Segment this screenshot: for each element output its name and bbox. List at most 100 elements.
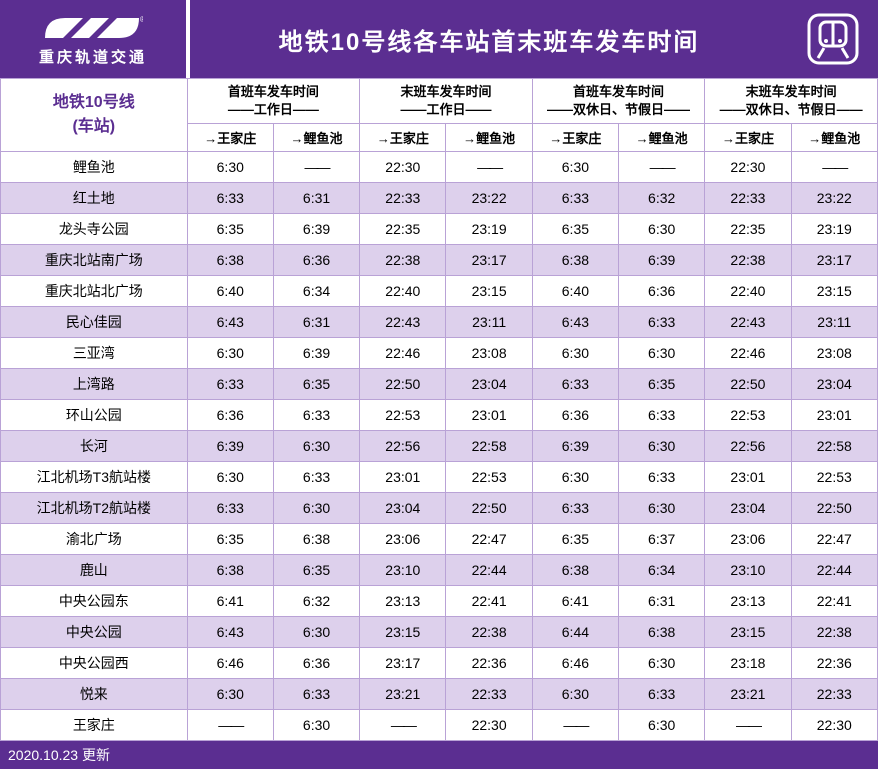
time-cell: 6:38 [619,617,705,648]
time-cell: —— [705,710,791,741]
time-cell: 22:38 [791,617,877,648]
station-name-cell: 红土地 [1,183,188,214]
time-cell: 6:35 [273,369,359,400]
table-row: 江北机场T2航站楼6:336:3023:0422:506:336:3023:04… [1,493,878,524]
time-cell: 6:33 [619,679,705,710]
time-cell: —— [273,152,359,183]
time-cell: 6:39 [532,431,618,462]
time-cell: 23:17 [446,245,532,276]
time-cell: 6:30 [619,648,705,679]
time-cell: 23:06 [705,524,791,555]
time-cell: 22:33 [705,183,791,214]
station-name-cell: 长河 [1,431,188,462]
time-cell: 22:36 [791,648,877,679]
time-cell: 6:44 [532,617,618,648]
time-cell: 22:50 [446,493,532,524]
time-cell: 22:43 [360,307,446,338]
table-body: 鲤鱼池6:30——22:30——6:30——22:30——红土地6:336:31… [1,152,878,741]
time-cell: 6:35 [187,524,273,555]
time-cell: —— [360,710,446,741]
group-header-3: 末班车发车时间 ——双休日、节假日—— [705,79,878,124]
time-cell: 23:08 [446,338,532,369]
time-cell: 22:38 [446,617,532,648]
time-cell: 6:41 [532,586,618,617]
time-cell: 23:01 [705,462,791,493]
table-row: 中央公园西6:466:3623:1722:366:466:3023:1822:3… [1,648,878,679]
direction-header: →王家庄 [187,124,273,152]
station-name-cell: 鹿山 [1,555,188,586]
station-name-cell: 重庆北站北广场 [1,276,188,307]
time-cell: 6:35 [532,214,618,245]
time-cell: 6:33 [273,400,359,431]
time-cell: 6:36 [619,276,705,307]
table-row: 上湾路6:336:3522:5023:046:336:3522:5023:04 [1,369,878,400]
time-cell: 6:38 [187,555,273,586]
time-cell: 6:30 [619,493,705,524]
time-cell: 22:56 [360,431,446,462]
logo-section: ® 重庆轨道交通 [0,0,186,78]
time-cell: —— [532,710,618,741]
time-cell: 6:30 [187,338,273,369]
time-cell: 6:30 [187,462,273,493]
time-cell: 23:21 [705,679,791,710]
table-row: 悦来6:306:3323:2122:336:306:3323:2122:33 [1,679,878,710]
time-cell: 23:10 [360,555,446,586]
time-cell: 6:36 [273,245,359,276]
timetable: 地铁10号线 (车站) 首班车发车时间 ——工作日—— 末班车发车时间 ——工作… [0,78,878,741]
table-row: 环山公园6:366:3322:5323:016:366:3322:5323:01 [1,400,878,431]
table-row: 民心佳园6:436:3122:4323:116:436:3322:4323:11 [1,307,878,338]
time-cell: 22:36 [446,648,532,679]
table-row: 江北机场T3航站楼6:306:3323:0122:536:306:3323:01… [1,462,878,493]
time-cell: 23:01 [446,400,532,431]
time-cell: 6:38 [532,245,618,276]
time-cell: 6:46 [187,648,273,679]
time-cell: 6:30 [532,152,618,183]
time-cell: 6:40 [187,276,273,307]
time-cell: 22:40 [705,276,791,307]
time-cell: 6:32 [619,183,705,214]
time-cell: 22:41 [791,586,877,617]
station-name-cell: 江北机场T3航站楼 [1,462,188,493]
station-name-cell: 江北机场T2航站楼 [1,493,188,524]
table-row: 三亚湾6:306:3922:4623:086:306:3022:4623:08 [1,338,878,369]
time-cell: 6:32 [273,586,359,617]
time-cell: 6:38 [187,245,273,276]
station-name-cell: 民心佳园 [1,307,188,338]
time-cell: 6:30 [273,493,359,524]
time-cell: 6:35 [187,214,273,245]
time-cell: 6:46 [532,648,618,679]
time-cell: 22:38 [360,245,446,276]
time-cell: 6:39 [187,431,273,462]
time-cell: 6:30 [619,431,705,462]
time-cell: 6:30 [619,710,705,741]
time-cell: 22:33 [791,679,877,710]
time-cell: 23:04 [446,369,532,400]
station-name-cell: 王家庄 [1,710,188,741]
station-name-cell: 中央公园西 [1,648,188,679]
time-cell: 6:34 [619,555,705,586]
direction-header: →鲤鱼池 [619,124,705,152]
time-cell: 6:33 [619,462,705,493]
time-cell: 6:39 [273,338,359,369]
logo-label: 重庆轨道交通 [39,46,147,67]
time-cell: 23:15 [446,276,532,307]
time-cell: 22:30 [360,152,446,183]
station-name-cell: 龙头寺公园 [1,214,188,245]
time-cell: 6:36 [273,648,359,679]
group-header-2: 首班车发车时间 ——双休日、节假日—— [532,79,705,124]
time-cell: 22:43 [705,307,791,338]
time-cell: 22:33 [446,679,532,710]
group-header-1: 末班车发车时间 ——工作日—— [360,79,533,124]
time-cell: 23:04 [360,493,446,524]
time-cell: 6:30 [532,679,618,710]
time-cell: 6:30 [273,710,359,741]
direction-header: →鲤鱼池 [446,124,532,152]
time-cell: 6:39 [619,245,705,276]
time-cell: —— [187,710,273,741]
time-cell: 6:43 [187,617,273,648]
direction-header: →鲤鱼池 [273,124,359,152]
time-cell: 6:43 [187,307,273,338]
station-name-cell: 中央公园 [1,617,188,648]
time-cell: 22:30 [791,710,877,741]
time-cell: 23:13 [705,586,791,617]
